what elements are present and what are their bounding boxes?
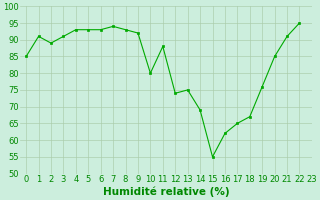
- X-axis label: Humidité relative (%): Humidité relative (%): [103, 187, 229, 197]
